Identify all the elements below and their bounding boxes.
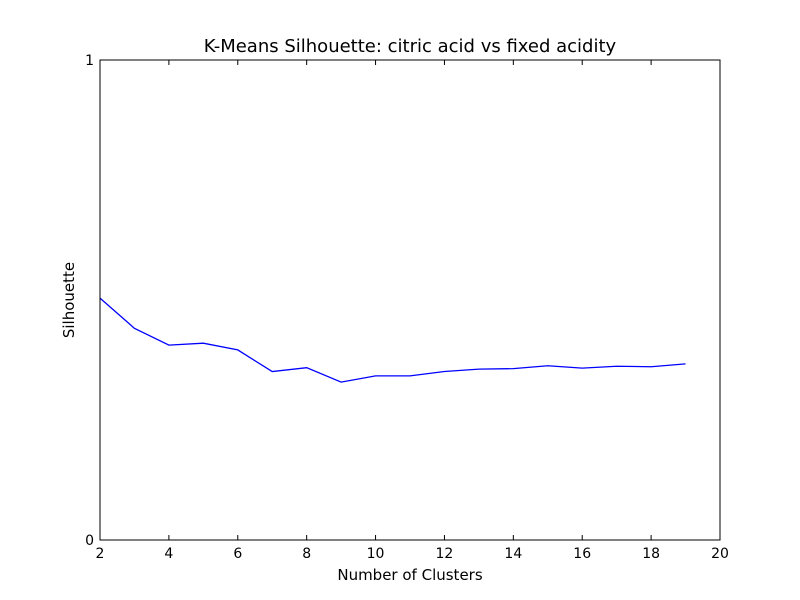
x-tick-label: 4 — [164, 546, 173, 562]
plot-frame — [99, 59, 721, 541]
x-tick-label: 14 — [504, 546, 522, 562]
x-tick-label: 2 — [96, 546, 105, 562]
chart-title: K-Means Silhouette: citric acid vs fixed… — [204, 36, 617, 57]
x-tick-label: 20 — [711, 546, 729, 562]
x-tick-label: 18 — [642, 546, 660, 562]
x-axis-label: Number of Clusters — [337, 566, 482, 584]
x-tick-label: 12 — [436, 546, 454, 562]
y-tick-label: 0 — [85, 533, 94, 549]
x-tick-label: 8 — [302, 546, 311, 562]
x-tick-label: 6 — [233, 546, 242, 562]
series-line-0 — [99, 297, 686, 383]
x-tick-label: 16 — [573, 546, 591, 562]
x-tick-label: 10 — [367, 546, 385, 562]
y-axis-label: Silhouette — [60, 262, 78, 338]
plot-area: 2 4 6 8 10 12 14 16 18 20 0 1 — [85, 53, 729, 562]
y-tick-label: 1 — [85, 53, 94, 69]
